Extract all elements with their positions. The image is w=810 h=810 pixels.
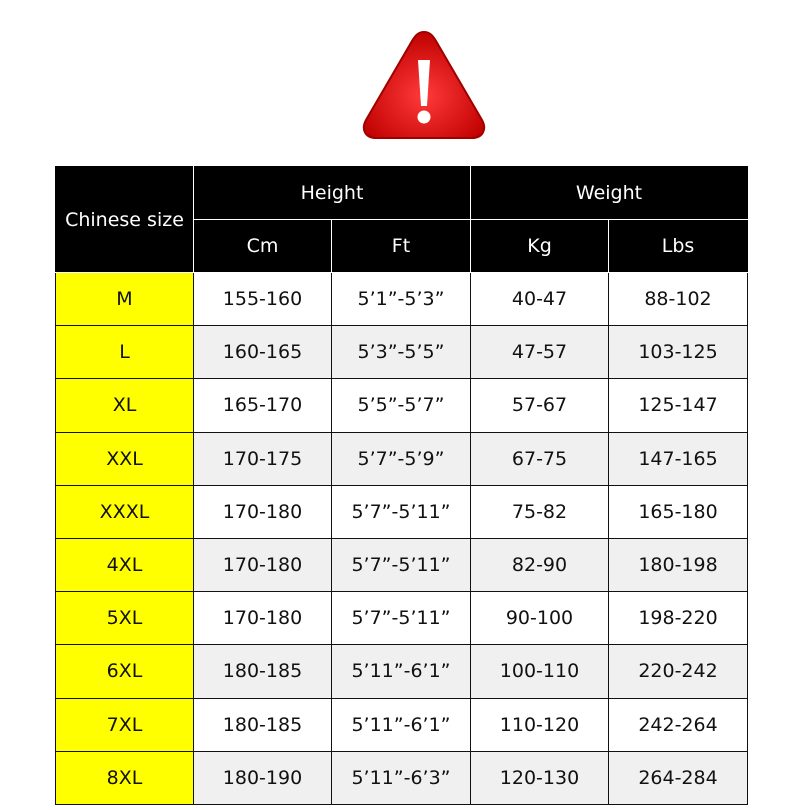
height-cm-cell: 180-190 [193,750,332,805]
size-cell: 5XL [55,591,194,646]
height-ft-cell: 5’5”-5’7” [331,378,471,433]
weight-lbs-cell: 147-165 [607,431,749,486]
weight-kg-cell: 110-120 [470,697,609,752]
height-cm-cell: 170-180 [193,591,332,646]
warning-triangle-icon [362,30,486,139]
weight-lbs-cell: 103-125 [607,325,749,380]
weight-lbs-cell: 180-198 [607,537,749,593]
height-cm-cell: 170-180 [193,537,332,593]
header-ft: Ft [331,219,471,273]
height-ft-cell: 5’7”-5’11” [331,484,471,539]
height-cm-cell: 180-185 [193,644,332,699]
weight-kg-cell: 57-67 [470,378,609,433]
weight-lbs-cell: 264-284 [607,750,749,805]
weight-kg-cell: 40-47 [470,271,609,327]
table-row: XL 165-170 5’5”-5’7” 57-67 125-147 [55,378,749,433]
table-row: 7XL 180-185 5’11”-6’1” 110-120 242-264 [55,697,749,752]
header-weight: Weight [469,166,749,220]
weight-kg-cell: 100-110 [470,644,609,699]
header-chinese-size: Chinese size [55,166,194,273]
size-cell: M [55,271,194,327]
table-row: 4XL 170-180 5’7”-5’11” 82-90 180-198 [55,537,749,593]
weight-lbs-cell: 165-180 [607,484,749,539]
header-cm: Cm [193,219,332,273]
table-row: L 160-165 5’3”-5’5” 47-57 103-125 [55,325,749,380]
weight-kg-cell: 82-90 [470,537,609,593]
height-ft-cell: 5’11”-6’3” [331,750,471,805]
height-cm-cell: 160-165 [193,325,332,380]
height-cm-cell: 170-180 [193,484,332,539]
height-cm-cell: 165-170 [193,378,332,433]
height-ft-cell: 5’7”-5’11” [331,591,471,646]
weight-kg-cell: 75-82 [470,484,609,539]
size-cell: L [55,325,194,380]
height-ft-cell: 5’11”-6’1” [331,697,471,752]
height-ft-cell: 5’11”-6’1” [331,644,471,699]
header-lbs: Lbs [607,219,749,273]
header-kg: Kg [470,219,609,273]
weight-lbs-cell: 198-220 [607,591,749,646]
size-chart-table: Chinese size Height Weight Cm Ft Kg Lbs … [55,166,749,805]
size-cell: XXL [55,431,194,486]
weight-lbs-cell: 125-147 [607,378,749,433]
size-cell: XL [55,378,194,433]
table-row: 6XL 180-185 5’11”-6’1” 100-110 220-242 [55,644,749,699]
weight-lbs-cell: 88-102 [607,271,749,327]
height-ft-cell: 5’7”-5’9” [331,431,471,486]
size-cell: XXXL [55,484,194,539]
height-cm-cell: 170-175 [193,431,332,486]
table-row: XXL 170-175 5’7”-5’9” 67-75 147-165 [55,431,749,486]
weight-lbs-cell: 242-264 [607,697,749,752]
table-row: 8XL 180-190 5’11”-6’3” 120-130 264-284 [55,750,749,805]
table-row: 5XL 170-180 5’7”-5’11” 90-100 198-220 [55,591,749,646]
weight-kg-cell: 90-100 [470,591,609,646]
table-row: XXXL 170-180 5’7”-5’11” 75-82 165-180 [55,484,749,539]
height-cm-cell: 155-160 [193,271,332,327]
size-cell: 8XL [55,750,194,805]
weight-lbs-cell: 220-242 [607,644,749,699]
header-height: Height [193,166,471,220]
weight-kg-cell: 120-130 [470,750,609,805]
size-cell: 7XL [55,697,194,752]
size-cell: 6XL [55,644,194,699]
weight-kg-cell: 47-57 [470,325,609,380]
height-ft-cell: 5’1”-5’3” [331,271,471,327]
table-row: M 155-160 5’1”-5’3” 40-47 88-102 [55,271,749,327]
height-ft-cell: 5’3”-5’5” [331,325,471,380]
weight-kg-cell: 67-75 [470,431,609,486]
height-ft-cell: 5’7”-5’11” [331,537,471,593]
size-cell: 4XL [55,537,194,593]
height-cm-cell: 180-185 [193,697,332,752]
